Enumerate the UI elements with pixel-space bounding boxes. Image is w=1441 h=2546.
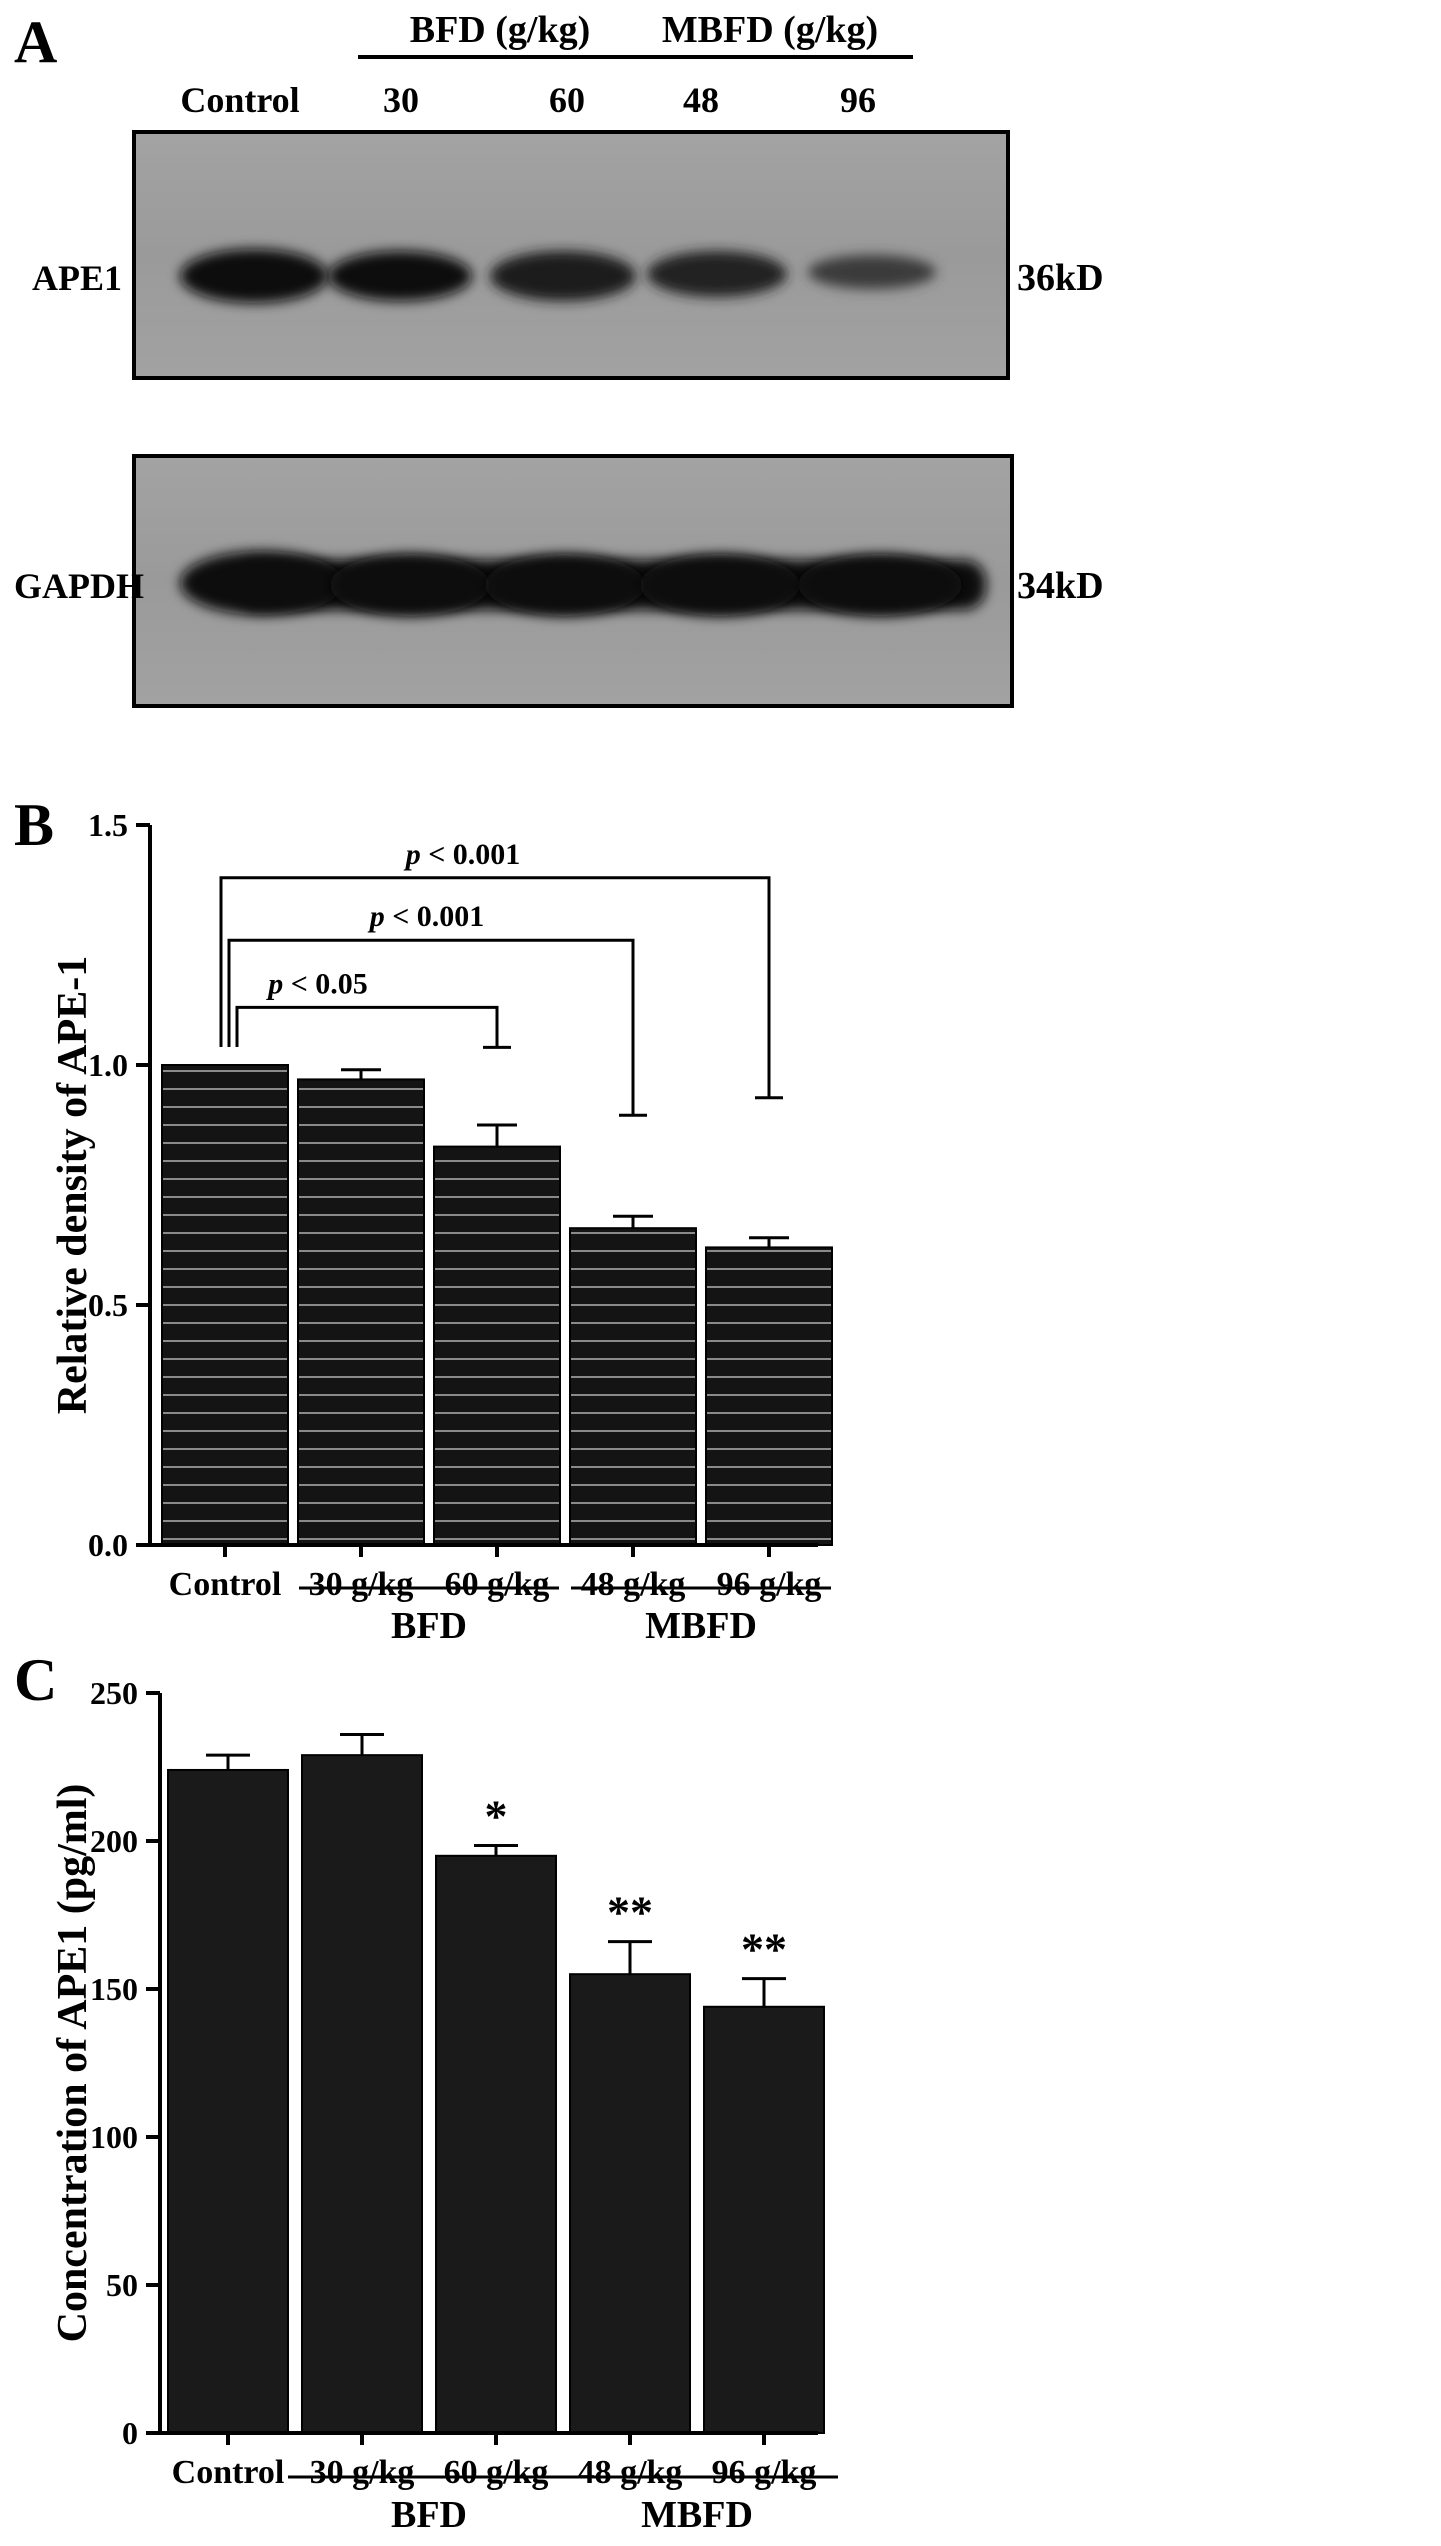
- chart-b-xtick-label-control: Control: [169, 1566, 282, 1603]
- chart-b-xtick-label-60-g-kg: 60 g/kg: [445, 1566, 550, 1603]
- chart-c-xtick-label-96-g-kg: 96 g/kg: [712, 2454, 817, 2491]
- chart-b-comparison-bracket-1: [235, 1005, 499, 1048]
- chart-b-xtick-label-30-g-kg: 30 g/kg: [309, 1566, 414, 1603]
- chart-c-bar-control: [167, 1768, 289, 2434]
- band-gapdh-48: [640, 554, 800, 616]
- lane-label-60: 60: [549, 80, 585, 120]
- panel-c: C Control 30 g/kg * 60 g/kg ** 48 g/kg ** 96 g/…: [14, 1647, 838, 2536]
- chart-b-ytick-label: 0.5: [88, 1287, 128, 1323]
- chart-c-ytick-label: 200: [90, 1823, 138, 1859]
- chart-c-significance-48-g-kg: **: [607, 1887, 653, 1938]
- chart-b-group-label-mbfd: MBFD: [645, 1605, 757, 1647]
- chart-b-xtick-label-96-g-kg: 96 g/kg: [717, 1566, 822, 1603]
- group-label-bfd: BFD (g/kg): [410, 9, 591, 51]
- chart-b-ytick-label: 1.0: [88, 1047, 128, 1083]
- band-gapdh-30: [330, 554, 490, 616]
- chart-c-ytick-label: 50: [106, 2267, 138, 2303]
- chart-c-significance-96-g-kg: **: [741, 1924, 787, 1975]
- panel-c-letter: C: [14, 1647, 57, 1713]
- chart-b-bar-48-g-kg: [569, 1227, 697, 1546]
- chart-c-significance-60-g-kg: *: [485, 1790, 508, 1841]
- band-gapdh-60: [485, 554, 645, 616]
- blot-ape1-label: APE1: [32, 258, 122, 298]
- band-ape1-60: [490, 251, 636, 301]
- chart-c-bar-30-g-kg: [301, 1754, 423, 2435]
- chart-b-group-label-bfd: BFD: [391, 1605, 467, 1647]
- chart-c-ytick-label: 250: [90, 1675, 138, 1711]
- chart-c-bar-96-g-kg: [703, 2005, 825, 2434]
- panel-b: B Control 30 g/kg 60 g/kg 48 g/kg 96 g/kg 0.0…: [14, 792, 833, 1647]
- chart-b-bar-96-g-kg: [705, 1246, 833, 1547]
- chart-c-ytick-label: 0: [122, 2415, 138, 2451]
- chart-c: Control 30 g/kg * 60 g/kg ** 48 g/kg ** 96 g/kg…: [50, 1675, 838, 2536]
- chart-c-group-label-bfd: BFD: [391, 2494, 467, 2536]
- blot-ape1: APE1 36kD: [32, 130, 1104, 380]
- chart-b-comparison-label-1: p < 0.05: [265, 967, 368, 1000]
- band-gapdh-control: [180, 551, 344, 615]
- chart-c-xtick-label-control: Control: [172, 2454, 285, 2491]
- chart-b-xtick-label-48-g-kg: 48 g/kg: [581, 1566, 686, 1603]
- blot-gapdh-bands: [180, 551, 986, 616]
- band-ape1-control: [180, 249, 328, 303]
- lane-label-48: 48: [683, 80, 719, 120]
- chart-b-bar-control: [161, 1064, 289, 1546]
- chart-c-xtick-label-48-g-kg: 48 g/kg: [578, 2454, 683, 2491]
- panel-b-letter: B: [14, 792, 54, 858]
- blot-gapdh-label: GAPDH: [14, 566, 144, 606]
- lane-label-control: Control: [180, 80, 299, 120]
- chart-c-xtick-label-30-g-kg: 30 g/kg: [310, 2454, 415, 2491]
- panel-a-letter: A: [14, 9, 57, 75]
- chart-c-xtick-label-60-g-kg: 60 g/kg: [444, 2454, 549, 2491]
- chart-c-group-label-mbfd: MBFD: [641, 2494, 753, 2536]
- chart-b-comparison-label-2: p < 0.001: [367, 900, 485, 933]
- blot-gapdh: GAPDH 34kD: [14, 454, 1104, 708]
- chart-b-comparison-bracket-3: [219, 876, 771, 1098]
- blot-gapdh-size: 34kD: [1017, 565, 1104, 607]
- blot-ape1-bands: [180, 249, 936, 303]
- chart-b-comparison-label-3: p < 0.001: [403, 838, 521, 871]
- band-ape1-48: [647, 251, 787, 297]
- lane-label-30: 30: [383, 80, 419, 120]
- lane-label-96: 96: [840, 80, 876, 120]
- band-gapdh-96: [798, 554, 962, 616]
- blot-ape1-size: 36kD: [1017, 257, 1104, 299]
- chart-b-ylabel: Relative density of APE-1: [50, 956, 96, 1414]
- chart-b-ytick-label: 1.5: [88, 807, 128, 843]
- chart-b-bar-30-g-kg: [297, 1078, 425, 1547]
- chart-b-bar-60-g-kg: [433, 1145, 561, 1546]
- chart-c-bar-60-g-kg: [435, 1854, 557, 2435]
- panel-a: A BFD (g/kg) MBFD (g/kg) Control 30 60 4…: [14, 9, 1104, 708]
- chart-b: Control 30 g/kg 60 g/kg 48 g/kg 96 g/kg 0.0 0.…: [50, 807, 833, 1647]
- chart-c-ytick-label: 150: [90, 1971, 138, 2007]
- chart-b-comparison-bracket-2: [227, 938, 635, 1116]
- chart-c-ylabel: Concentration of APE1 (pg/ml): [50, 1784, 96, 2343]
- band-ape1-30: [328, 251, 472, 301]
- band-ape1-96: [808, 255, 936, 289]
- chart-c-ytick-label: 100: [90, 2119, 138, 2155]
- chart-b-ytick-label: 0.0: [88, 1527, 128, 1563]
- group-label-mbfd: MBFD (g/kg): [662, 9, 878, 51]
- chart-c-bar-48-g-kg: [569, 1973, 691, 2434]
